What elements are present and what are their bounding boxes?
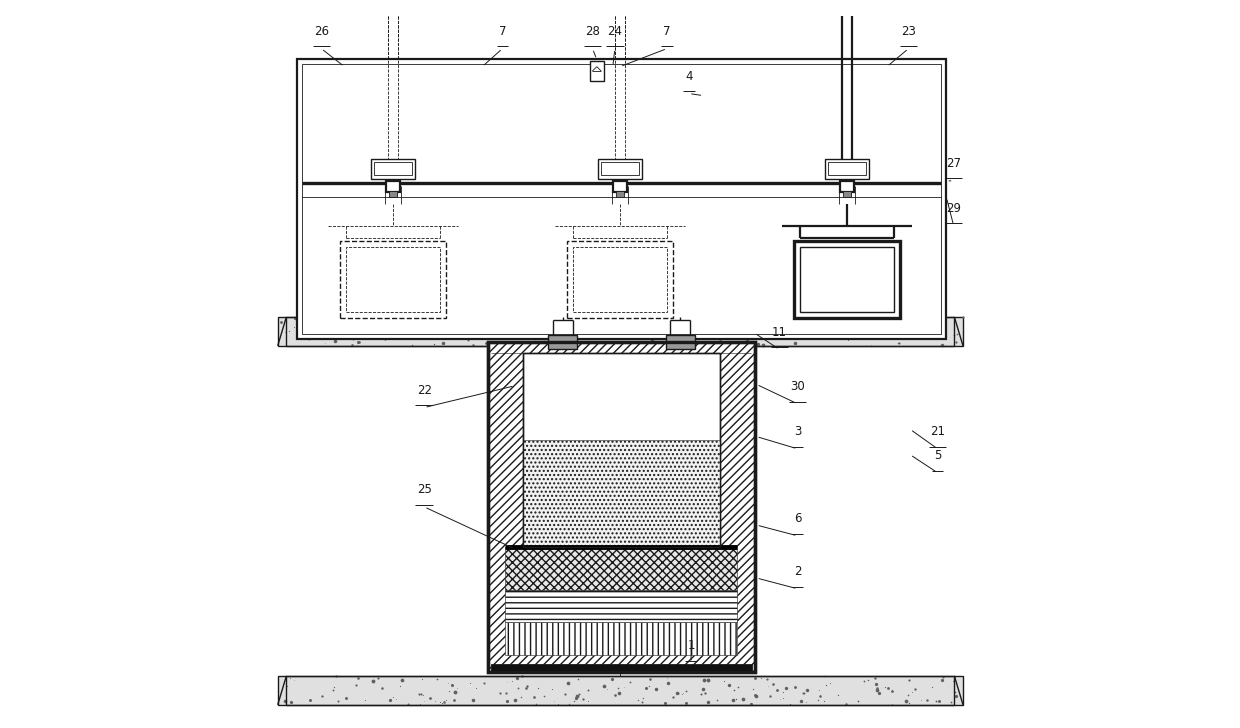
Bar (666, 335, 694, 349)
Text: 24: 24 (608, 25, 622, 38)
Bar (589, 61, 604, 81)
Bar (843, 191, 851, 197)
Bar (523, 353, 720, 547)
Bar (800, 248, 894, 312)
Bar (371, 159, 415, 179)
Text: 3: 3 (794, 425, 801, 438)
Bar (548, 335, 578, 349)
Bar (489, 342, 755, 672)
Bar (523, 353, 720, 547)
Bar (346, 248, 440, 312)
Bar (389, 191, 397, 197)
Text: 30: 30 (790, 380, 805, 393)
Bar (523, 440, 720, 547)
Bar (573, 248, 667, 312)
Bar (795, 242, 899, 317)
Bar (341, 242, 445, 317)
Bar (303, 65, 941, 333)
Bar (841, 181, 853, 192)
Text: 4: 4 (686, 70, 693, 82)
Bar (601, 162, 639, 175)
Text: 7: 7 (498, 25, 506, 38)
Bar (568, 242, 672, 317)
Text: 27: 27 (946, 157, 961, 170)
Bar (506, 590, 738, 622)
Text: 11: 11 (773, 325, 787, 339)
Bar (298, 60, 946, 339)
Text: 26: 26 (314, 25, 329, 38)
Text: 7: 7 (663, 25, 671, 38)
Text: 22: 22 (417, 384, 432, 397)
Text: 23: 23 (901, 25, 916, 38)
Bar (614, 181, 626, 192)
Bar (616, 191, 624, 197)
Bar (278, 676, 963, 705)
Text: 1: 1 (687, 639, 694, 652)
Text: 5: 5 (934, 449, 941, 462)
Text: 6: 6 (794, 512, 801, 525)
Text: 2: 2 (794, 565, 801, 578)
Text: 25: 25 (417, 483, 432, 496)
Bar (374, 162, 412, 175)
Bar (489, 342, 755, 672)
Bar (506, 622, 738, 654)
Text: 29: 29 (946, 202, 961, 215)
Bar (828, 162, 866, 175)
Bar (825, 159, 869, 179)
Text: 21: 21 (930, 425, 945, 438)
Bar (491, 663, 751, 672)
Bar (489, 342, 755, 672)
Bar (598, 159, 642, 179)
Bar (278, 317, 963, 346)
Text: 28: 28 (585, 25, 600, 38)
Bar (506, 547, 738, 590)
Bar (387, 181, 399, 192)
